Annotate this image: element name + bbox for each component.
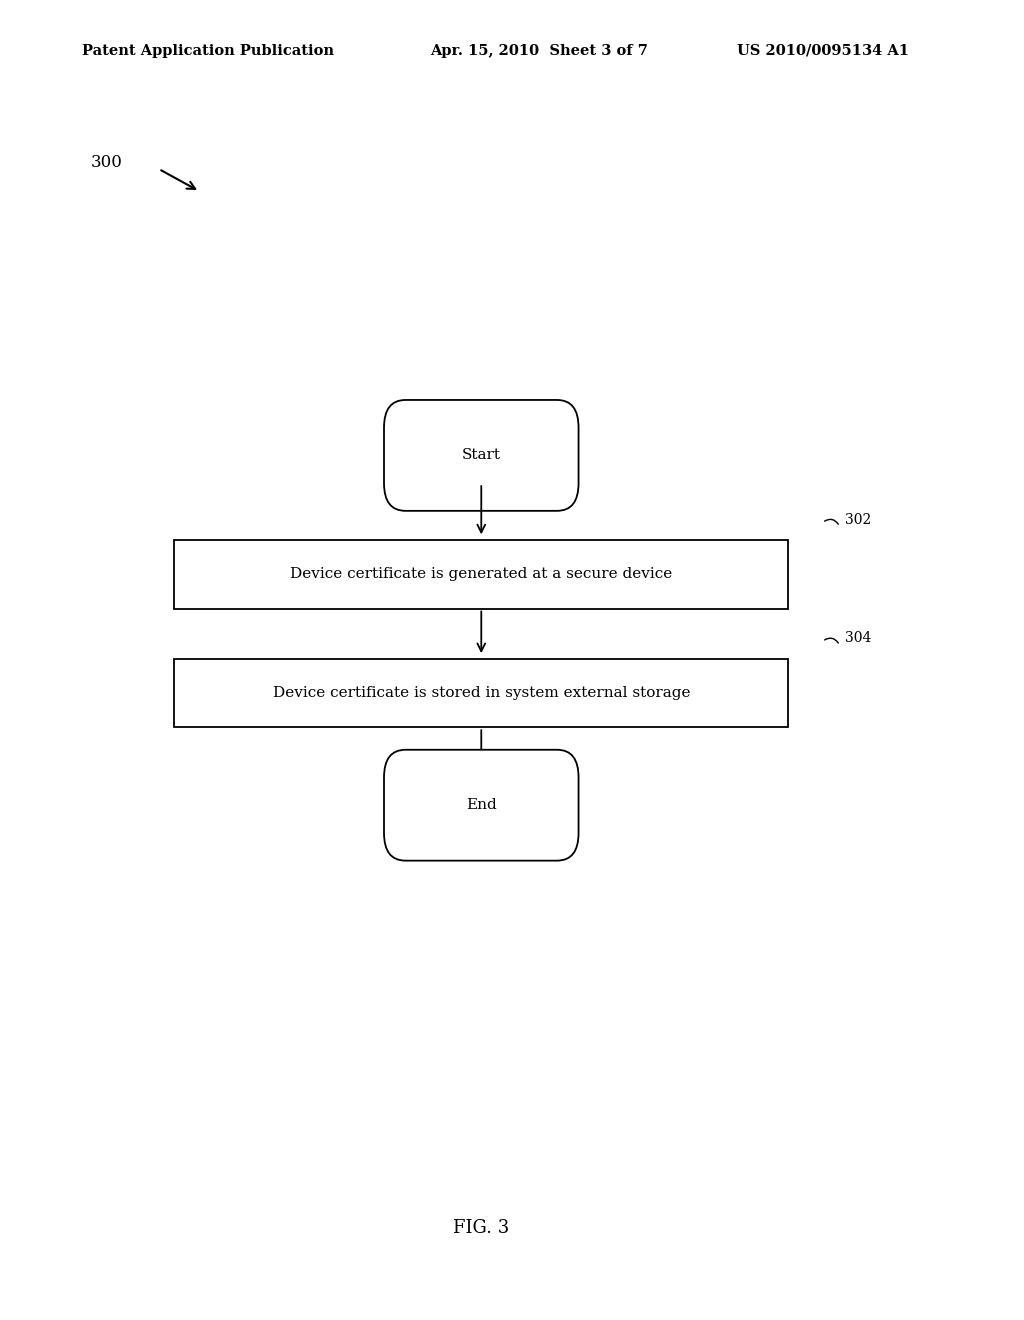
Text: Device certificate is generated at a secure device: Device certificate is generated at a sec…: [290, 568, 673, 581]
Text: End: End: [466, 799, 497, 812]
Text: 302: 302: [845, 512, 871, 527]
Text: Apr. 15, 2010  Sheet 3 of 7: Apr. 15, 2010 Sheet 3 of 7: [430, 44, 648, 58]
Bar: [174, 540, 788, 609]
Text: 304: 304: [845, 631, 871, 645]
Bar: [174, 659, 788, 727]
Text: FIG. 3: FIG. 3: [454, 1218, 509, 1237]
Text: US 2010/0095134 A1: US 2010/0095134 A1: [737, 44, 909, 58]
Text: 300: 300: [91, 154, 123, 170]
Text: Device certificate is stored in system external storage: Device certificate is stored in system e…: [272, 686, 690, 700]
Text: Patent Application Publication: Patent Application Publication: [82, 44, 334, 58]
FancyBboxPatch shape: [384, 750, 579, 861]
Text: Start: Start: [462, 449, 501, 462]
FancyBboxPatch shape: [384, 400, 579, 511]
